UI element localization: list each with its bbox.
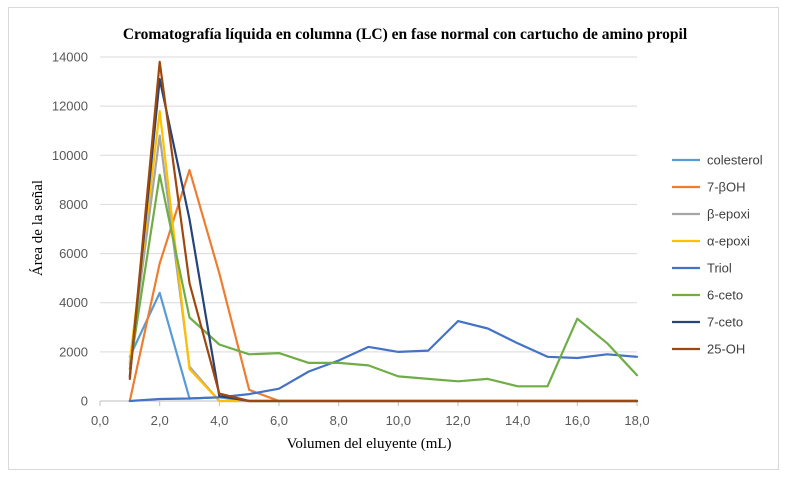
x-tick-label: 8,0 xyxy=(330,413,348,428)
x-tick-label: 0,0 xyxy=(91,413,109,428)
y-tick-label: 2000 xyxy=(59,344,88,359)
gridlines xyxy=(100,56,637,353)
legend: colesterol 7-βOH β-epoxi α-epoxi Triol 6-ceto… xyxy=(672,153,763,357)
x-tick-label: 10,0 xyxy=(386,413,411,428)
series-line-6-ceto xyxy=(128,173,639,388)
y-tick-label: 10000 xyxy=(52,148,88,163)
y-tick-label: 0 xyxy=(81,394,88,409)
x-tick-label: 2,0 xyxy=(151,413,169,428)
x-tick-label: 16,0 xyxy=(565,413,590,428)
legend-label: colesterol xyxy=(707,153,763,168)
y-tick-label: 12000 xyxy=(52,99,88,114)
y-tick-label: 6000 xyxy=(59,246,88,261)
legend-label: 6-ceto xyxy=(707,288,743,303)
legend-label: α-epoxi xyxy=(707,234,750,249)
x-axis-title: Volumen del eluyente (mL) xyxy=(286,436,451,452)
x-tick-label: 4,0 xyxy=(210,413,228,428)
y-axis-title: Área de la señal xyxy=(29,180,46,276)
legend-label: β-epoxi xyxy=(707,207,750,222)
series-line-Triol xyxy=(128,320,639,403)
legend-label: 25-OH xyxy=(707,342,745,357)
axes: 0 2000 4000 6000 8000 10000 12000 14000 0,0 2,0 4,… xyxy=(52,50,650,429)
series-line-25-OH xyxy=(128,60,639,403)
legend-label: Triol xyxy=(707,261,732,276)
legend-label: 7-βOH xyxy=(707,180,746,195)
legend-label: 7-ceto xyxy=(707,315,743,330)
x-tick-label: 18,0 xyxy=(624,413,649,428)
y-tick-label: 14000 xyxy=(52,50,88,65)
y-tick-label: 8000 xyxy=(59,197,88,212)
chart-title: Cromatografía líquida en columna (LC) en… xyxy=(123,26,688,43)
x-tick-label: 12,0 xyxy=(445,413,470,428)
x-tick-label: 14,0 xyxy=(505,413,530,428)
series-lines xyxy=(128,60,639,403)
x-tick-label: 6,0 xyxy=(270,413,288,428)
chart-border xyxy=(8,7,779,470)
y-tick-label: 4000 xyxy=(59,295,88,310)
